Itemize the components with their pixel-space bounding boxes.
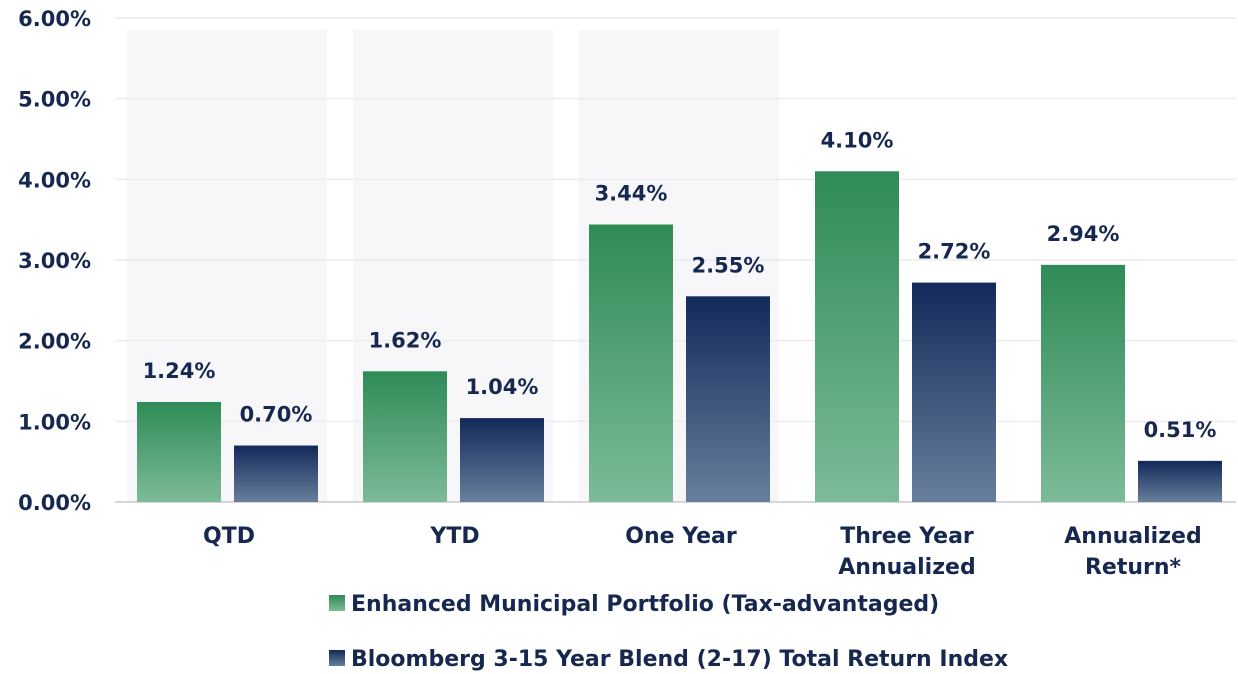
data-labels: 1.24% 0.70% 1.62% 1.04% 3.44% 2.55% 4.10% 2.72%… — [143, 128, 1217, 442]
bar-index[interactable] — [1138, 460, 1222, 502]
data-label: 1.04% — [466, 375, 539, 399]
x-category-label: YTD — [429, 524, 479, 549]
y-axis-ticks: 0.00% 1.00% 2.00% 3.00% 4.00% 5.00% 6.00% — [18, 7, 91, 515]
y-tick-label: 3.00% — [18, 249, 91, 273]
y-tick-label: 6.00% — [18, 7, 91, 31]
category-bands — [127, 30, 779, 502]
bar-index[interactable] — [912, 282, 996, 502]
y-tick-label: 4.00% — [18, 168, 91, 192]
legend-item-portfolio[interactable]: Enhanced Municipal Portfolio (Tax-advant… — [329, 592, 939, 617]
x-category-label: Three Year Annualized — [838, 524, 975, 580]
bar-index[interactable] — [460, 418, 544, 502]
legend: Enhanced Municipal Portfolio (Tax-advant… — [329, 592, 1008, 672]
data-label: 1.62% — [369, 328, 442, 352]
bar-portfolio[interactable] — [1041, 264, 1125, 502]
bar-portfolio[interactable] — [137, 401, 221, 502]
legend-swatch-index — [329, 650, 345, 666]
legend-label-portfolio: Enhanced Municipal Portfolio (Tax-advant… — [351, 592, 939, 617]
data-label: 4.10% — [821, 128, 894, 152]
bar-index[interactable] — [234, 445, 318, 502]
x-category-label: One Year — [625, 524, 737, 549]
bars — [137, 171, 1222, 503]
x-axis-categories: QTD YTD One Year Three Year Annualized Annual… — [203, 524, 1202, 580]
legend-label-index: Bloomberg 3-15 Year Blend (2-17) Total R… — [351, 647, 1008, 672]
y-tick-label: 0.00% — [18, 491, 91, 515]
data-label: 1.24% — [143, 359, 216, 383]
y-tick-label: 1.00% — [18, 410, 91, 434]
legend-item-index[interactable]: Bloomberg 3-15 Year Blend (2-17) Total R… — [329, 647, 1008, 672]
data-label: 2.55% — [692, 253, 765, 277]
bar-portfolio[interactable] — [363, 371, 447, 502]
y-tick-label: 2.00% — [18, 330, 91, 354]
bar-portfolio[interactable] — [815, 171, 899, 502]
y-tick-label: 5.00% — [18, 88, 91, 112]
data-label: 3.44% — [595, 182, 668, 206]
data-label: 0.70% — [240, 403, 313, 427]
x-category-label: Annualized Return* — [1064, 524, 1201, 580]
data-label: 2.94% — [1047, 222, 1120, 246]
bar-index[interactable] — [686, 296, 770, 502]
x-category-label: QTD — [203, 524, 255, 549]
legend-swatch-portfolio — [329, 595, 345, 611]
data-label: 2.72% — [918, 240, 991, 264]
data-label: 0.51% — [1144, 418, 1217, 442]
bar-portfolio[interactable] — [589, 224, 673, 503]
